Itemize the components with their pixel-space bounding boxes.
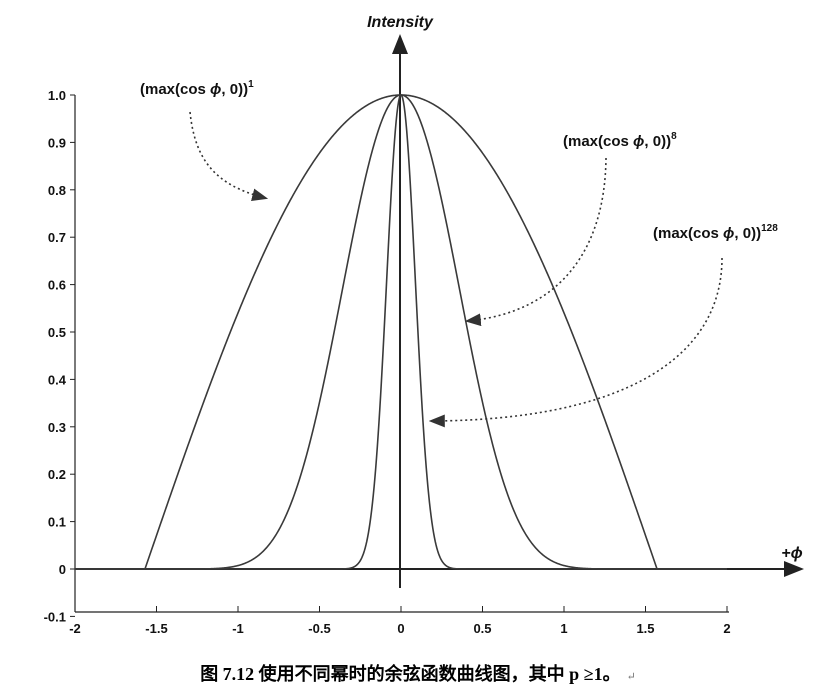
y-tick-label: 0.1 <box>48 515 66 530</box>
annotation-p8-rest: , 0)) <box>644 133 671 150</box>
x-tick-label: -1.5 <box>145 621 167 636</box>
annotation-p128-sup: 128 <box>761 223 778 234</box>
x-axis-title: +ϕ <box>781 545 802 562</box>
caption-text: 图 7.12 使用不同幂时的余弦函数曲线图，其中 p ≥1。 <box>200 664 621 684</box>
annotation-p1-sup: 1 <box>248 79 254 90</box>
x-tick-label: 2 <box>723 621 730 636</box>
x-tick-label: -2 <box>69 621 81 636</box>
annotation-p128-phi: ϕ <box>723 225 734 242</box>
y-axis-title: Intensity <box>367 14 434 31</box>
x-tick-label: 0 <box>397 621 404 636</box>
y-tick-label: -0.1 <box>44 609 66 624</box>
svg-text:(max(cos ϕ, 0))8: (max(cos ϕ, 0))8 <box>563 131 677 150</box>
y-tick-label: 1.0 <box>48 88 66 103</box>
svg-text:(max(cos ϕ, 0))1: (max(cos ϕ, 0))1 <box>140 79 254 98</box>
annotation-p128: (max(cos ϕ, 0))128 <box>428 223 778 428</box>
x-tick-label: -1 <box>232 621 244 636</box>
svg-text:(max(cos ϕ, 0))128: (max(cos ϕ, 0))128 <box>653 223 778 242</box>
x-tick-label: 0.5 <box>473 621 491 636</box>
y-tick-label: 0 <box>59 562 66 577</box>
annotation-p1: (max(cos ϕ, 0))1 <box>140 79 269 201</box>
annotation-p1-base: (max(cos <box>140 81 210 98</box>
y-tick-label: 0.4 <box>48 372 67 387</box>
annotation-p8-sup: 8 <box>671 131 677 142</box>
x-tick-label: -0.5 <box>308 621 330 636</box>
annotation-p8: (max(cos ϕ, 0))8 <box>464 131 677 327</box>
curves-group <box>75 93 727 570</box>
series-line-p128 <box>75 93 727 570</box>
y-tick-label: 0.8 <box>48 183 66 198</box>
x-tick-label: 1.5 <box>636 621 654 636</box>
y-tick-label: 0.9 <box>48 135 66 150</box>
y-tick-label: 0.5 <box>48 325 66 340</box>
y-tick-label: 0.2 <box>48 467 66 482</box>
annotation-p8-phi: ϕ <box>633 133 644 150</box>
paragraph-mark: ↵ <box>626 671 636 683</box>
annotation-p1-rest: , 0)) <box>221 81 248 98</box>
annotation-p128-base: (max(cos <box>653 225 723 242</box>
annotation-p8-base: (max(cos <box>563 133 633 150</box>
y-axis-ticks: -0.1 0 0.1 0.2 0.3 0.4 0.5 0.6 0.7 0.8 0.9 1.0 <box>44 88 75 624</box>
annotation-p128-rest: , 0)) <box>734 225 761 242</box>
annotation-p1-arrow <box>189 111 269 201</box>
x-axis-ticks: -2 -1.5 -1 -0.5 0 0.5 1 1.5 2 <box>69 606 731 636</box>
annotation-p128-arrow <box>428 257 723 428</box>
figure-caption: 图 7.12 使用不同幂时的余弦函数曲线图，其中 p ≥1。 ↵ <box>0 660 836 686</box>
y-tick-label: 0.6 <box>48 278 66 293</box>
y-tick-label: 0.7 <box>48 230 66 245</box>
y-tick-label: 0.3 <box>48 420 66 435</box>
x-tick-label: 1 <box>560 621 567 636</box>
annotation-p1-phi: ϕ <box>210 81 221 98</box>
annotation-p8-arrow <box>464 157 607 327</box>
